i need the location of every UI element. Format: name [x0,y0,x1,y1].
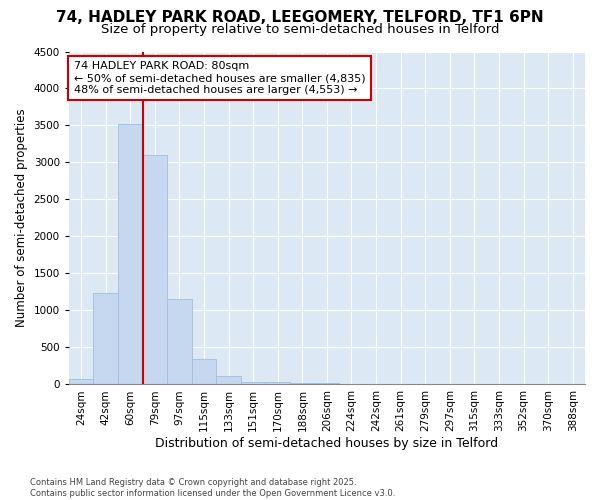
Text: 74, HADLEY PARK ROAD, LEEGOMERY, TELFORD, TF1 6PN: 74, HADLEY PARK ROAD, LEEGOMERY, TELFORD… [56,10,544,25]
Bar [118,124,143,384]
Bar [167,298,192,384]
Bar [69,378,94,384]
Bar [265,382,290,384]
Y-axis label: Number of semi-detached properties: Number of semi-detached properties [15,108,28,328]
Bar [94,294,118,384]
Text: Contains HM Land Registry data © Crown copyright and database right 2025.
Contai: Contains HM Land Registry data © Crown c… [30,478,395,498]
Bar [143,155,167,384]
Text: 74 HADLEY PARK ROAD: 80sqm
← 50% of semi-detached houses are smaller (4,835)
48%: 74 HADLEY PARK ROAD: 80sqm ← 50% of semi… [74,62,365,94]
Text: Size of property relative to semi-detached houses in Telford: Size of property relative to semi-detach… [101,22,499,36]
Bar [290,382,314,384]
X-axis label: Distribution of semi-detached houses by size in Telford: Distribution of semi-detached houses by … [155,437,499,450]
Bar [192,360,217,384]
Bar [217,376,241,384]
Bar [314,383,339,384]
Bar [241,382,265,384]
